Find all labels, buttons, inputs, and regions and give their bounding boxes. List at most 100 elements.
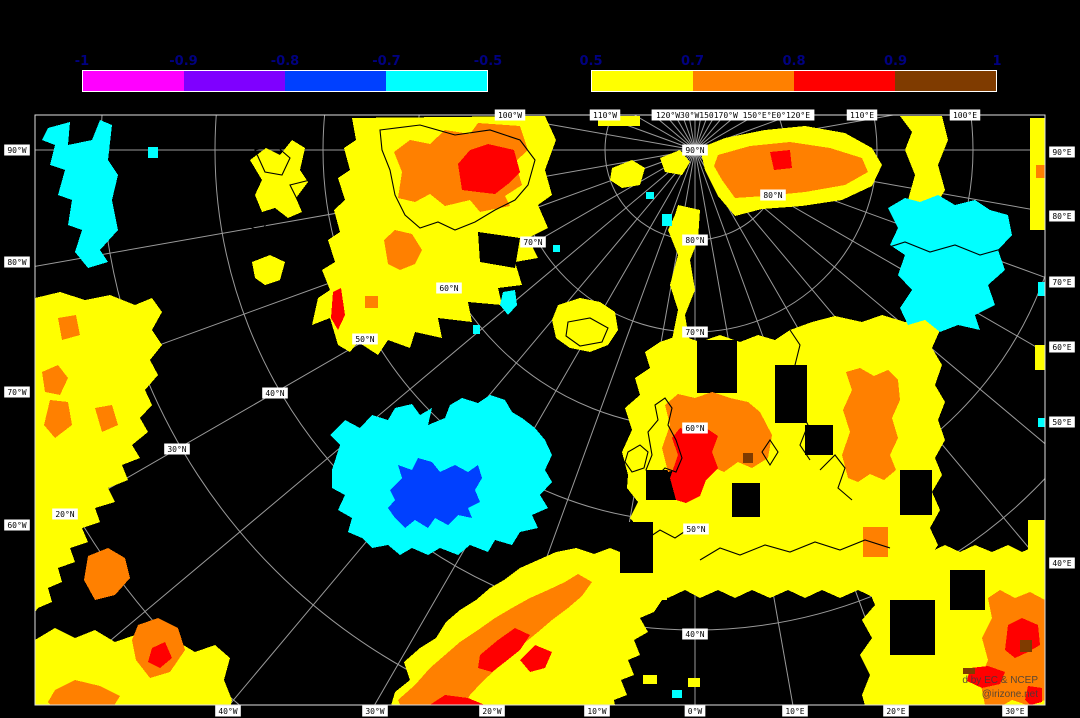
graticule-label: 40°N	[265, 389, 284, 398]
graticule-label-box	[651, 109, 815, 121]
graticule-label: 20°N	[55, 510, 74, 519]
graticule-label-box	[4, 256, 30, 268]
region-yellow	[610, 160, 645, 188]
region-cyan	[672, 690, 682, 698]
graticule-label-box	[682, 144, 708, 156]
colorbar-segment	[693, 71, 794, 91]
colorbar-tick-label: -1	[74, 54, 90, 69]
coastline	[645, 397, 683, 479]
graticule-label-box	[1049, 557, 1075, 569]
coastline	[565, 317, 609, 347]
region-yellow	[552, 298, 618, 352]
region-orange	[95, 405, 118, 432]
region-brown	[1020, 640, 1032, 652]
graticule-label-box	[479, 705, 505, 717]
region-black	[697, 340, 737, 393]
graticule-label-box	[883, 705, 909, 717]
graticule-label: 60°E	[1052, 343, 1071, 352]
graticule-labels: 100°W 110°W 120°W30°W150170°W 150°E°E0°120…	[4, 109, 1075, 717]
graticule-label-box	[520, 236, 546, 248]
negative-colorbar: -1 -0.9 -0.8 -0.7 -0.5	[75, 54, 502, 92]
graticule-label: 30°W	[365, 707, 384, 716]
region-red	[458, 144, 520, 194]
region-black	[478, 232, 520, 268]
graticule-label-box	[352, 333, 378, 345]
region-cyan	[148, 147, 158, 158]
coastline	[789, 329, 811, 461]
coastline	[254, 144, 291, 176]
region-orange	[863, 527, 888, 557]
graticule-label-box	[684, 705, 706, 717]
region-red	[670, 428, 718, 503]
meridian-line	[694, 149, 1045, 213]
graticule-label: 40°E	[1052, 559, 1071, 568]
region-orange	[1036, 165, 1045, 178]
coastlines	[247, 124, 1031, 561]
colorbar-segment	[895, 71, 996, 91]
graticule-label-box	[682, 422, 708, 434]
map-frame	[34, 114, 1046, 706]
graticule-label: 90°W	[7, 146, 26, 155]
colorbar-segment	[592, 71, 693, 91]
graticule-label: 60°N	[439, 284, 458, 293]
region-red	[478, 628, 530, 672]
graticule-label-box	[52, 508, 78, 520]
colorbar-tick-label: -0.7	[372, 54, 401, 69]
graticule-label: 80°N	[763, 191, 782, 200]
coastline	[879, 241, 1031, 259]
region-red	[770, 150, 792, 170]
region-black	[620, 522, 653, 573]
region-cyan	[1038, 418, 1045, 427]
region-orange	[58, 315, 80, 340]
region-red	[331, 288, 345, 330]
data-regions	[35, 116, 1045, 705]
graticule-label: 10°W	[587, 707, 606, 716]
colorbar-segment	[386, 71, 487, 91]
graticule-label-box	[846, 109, 878, 121]
region-red	[967, 666, 1005, 688]
region-red	[429, 695, 485, 705]
region-orange	[48, 680, 120, 705]
graticule-label: 40°W	[218, 707, 237, 716]
graticule-label-box	[683, 523, 709, 535]
graticule-label-box	[1049, 341, 1075, 353]
coastline	[699, 539, 891, 561]
region-orange	[384, 230, 422, 270]
region-yellow	[643, 675, 657, 684]
graticule-label: 70°N	[523, 238, 542, 247]
watermark-url: @irizone.net	[981, 689, 1038, 700]
graticule-label: 100°E	[953, 111, 977, 120]
graticule-label-box	[4, 386, 30, 398]
graticule-label-box	[1049, 416, 1075, 428]
graticule-label: 70°N	[685, 328, 704, 337]
colorbar-tick-label: 0.8	[782, 54, 806, 69]
graticule-label: 10°E	[785, 707, 804, 716]
graticule-label-box	[682, 628, 708, 640]
graticule-label: 70°W	[7, 388, 26, 397]
region-cyan	[888, 195, 1012, 332]
graticule-label-box	[494, 109, 526, 121]
region-orange	[84, 548, 130, 600]
graticule-label: 60°N	[685, 424, 704, 433]
graticule-label: 40°N	[685, 630, 704, 639]
colorbar-segment	[83, 71, 184, 91]
graticule-label-box	[1049, 276, 1075, 288]
region-red	[148, 642, 172, 668]
graticule-label: 110°W	[593, 111, 617, 120]
coastline	[624, 444, 649, 473]
graticule-label-box	[1049, 210, 1075, 222]
coastline	[379, 124, 536, 231]
region-black	[900, 470, 932, 515]
graticule-label-box	[682, 234, 708, 246]
graticule-label-box	[589, 109, 621, 121]
graticule-label-box	[949, 109, 981, 121]
region-yellow	[35, 292, 162, 612]
graticule-label: 20°E	[886, 707, 905, 716]
coastline	[644, 527, 691, 541]
positive-colorbar-tick-labels: 0.5 0.7 0.8 0.9 1	[579, 54, 1001, 70]
coastline	[761, 439, 779, 467]
meridian-line	[694, 149, 1045, 445]
region-black	[950, 570, 985, 610]
colorbar-tick-label: -0.9	[169, 54, 198, 69]
